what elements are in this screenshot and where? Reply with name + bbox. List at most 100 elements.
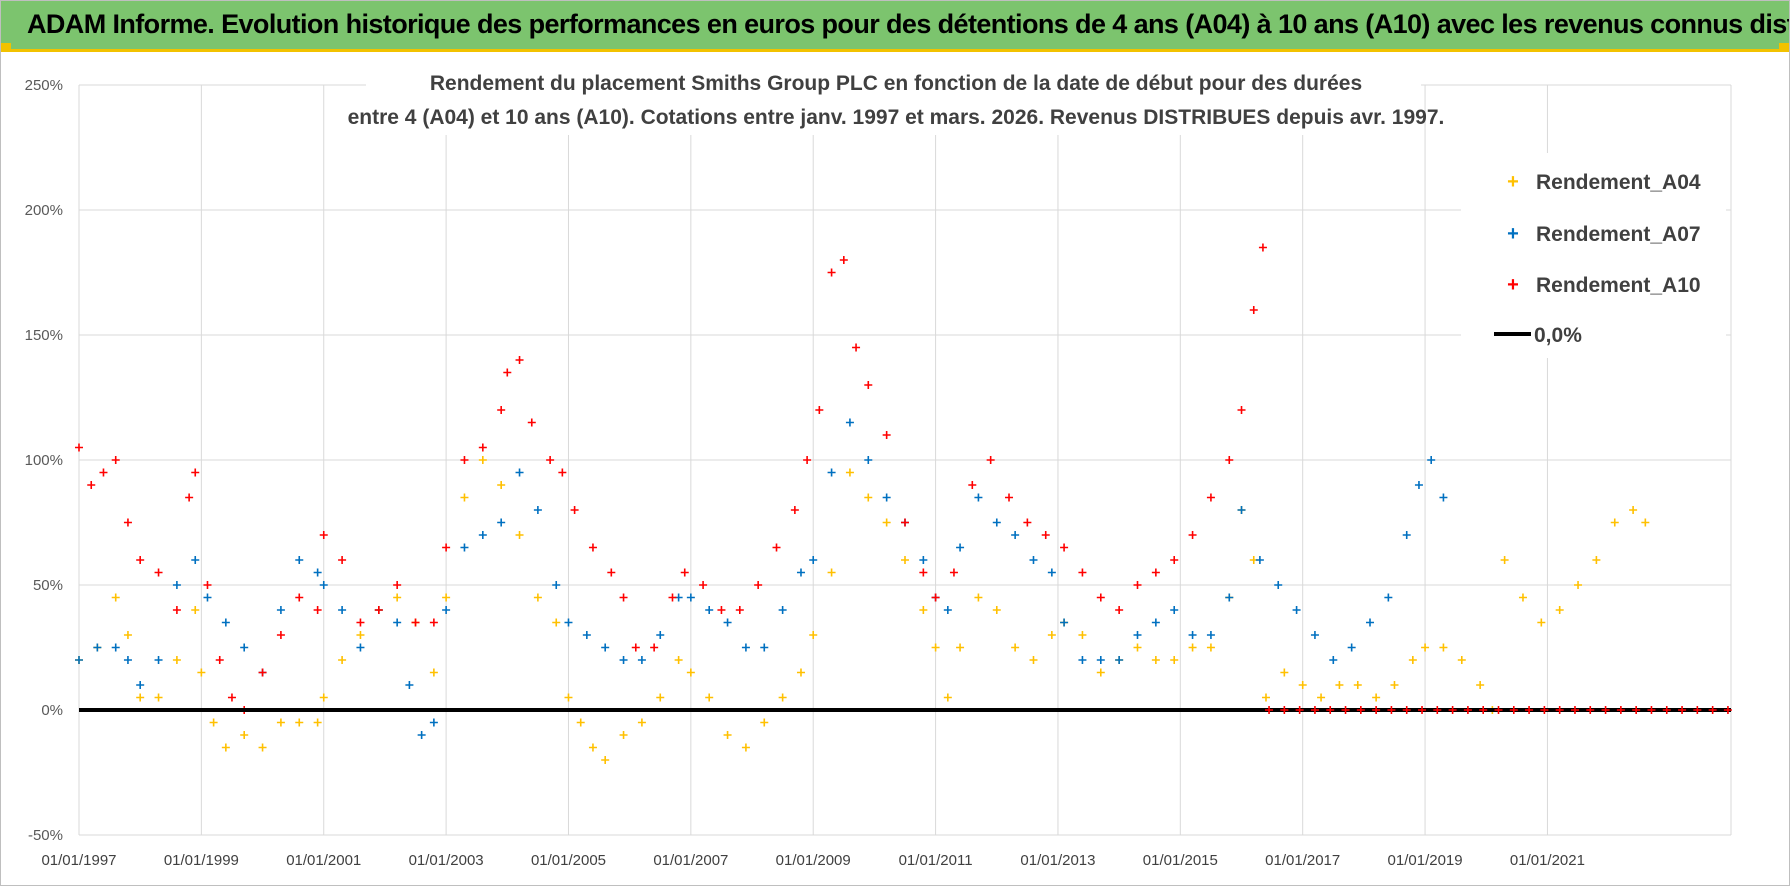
data-point bbox=[1188, 531, 1197, 539]
data-point bbox=[931, 593, 940, 602]
data-point bbox=[442, 593, 451, 602]
data-point bbox=[497, 406, 506, 414]
data-point bbox=[845, 418, 854, 427]
zero-data-point bbox=[1402, 706, 1411, 714]
data-point bbox=[136, 681, 145, 689]
data-point bbox=[497, 518, 506, 527]
zero-data-point bbox=[1280, 706, 1289, 714]
data-point bbox=[1096, 668, 1105, 677]
data-point bbox=[943, 606, 952, 614]
data-point bbox=[552, 618, 561, 627]
y-tick-label: 200% bbox=[25, 202, 63, 219]
data-point bbox=[827, 568, 836, 577]
data-point bbox=[723, 618, 732, 627]
zero-data-point bbox=[1525, 706, 1534, 714]
data-point bbox=[705, 693, 714, 702]
data-point bbox=[1029, 556, 1038, 564]
data-point bbox=[1280, 668, 1289, 677]
data-point bbox=[478, 443, 487, 452]
zero-data-point bbox=[1494, 706, 1503, 714]
x-tick-label: 01/01/2001 bbox=[286, 852, 361, 869]
data-point bbox=[221, 743, 230, 752]
data-point bbox=[760, 718, 769, 727]
data-point bbox=[1133, 631, 1142, 639]
data-point bbox=[356, 643, 365, 652]
data-point bbox=[943, 693, 952, 702]
data-point bbox=[576, 718, 585, 727]
data-point bbox=[1005, 493, 1014, 502]
data-point bbox=[185, 493, 194, 502]
zero-data-point bbox=[1433, 706, 1442, 714]
data-point bbox=[215, 656, 224, 664]
zero-data-point bbox=[1265, 706, 1274, 714]
data-point bbox=[154, 693, 163, 702]
data-point bbox=[515, 356, 524, 364]
zero-data-point bbox=[1295, 706, 1304, 714]
y-tick-label: -50% bbox=[28, 827, 63, 844]
data-point bbox=[735, 606, 744, 614]
data-point bbox=[588, 743, 597, 752]
data-point bbox=[754, 581, 763, 589]
data-point bbox=[864, 456, 873, 464]
zero-data-point bbox=[1632, 706, 1641, 714]
data-point bbox=[601, 643, 610, 652]
data-point bbox=[839, 256, 848, 264]
banner-title: ADAM Informe. Evolution historique des p… bbox=[27, 9, 1790, 39]
banner: ADAM Informe. Evolution historique des p… bbox=[1, 1, 1789, 52]
data-point bbox=[1151, 618, 1160, 627]
data-point bbox=[882, 431, 891, 439]
chart-title-line-1: Rendement du placement Smiths Group PLC … bbox=[430, 72, 1362, 95]
data-point bbox=[992, 518, 1001, 527]
zero-data-point bbox=[1341, 706, 1350, 714]
data-point bbox=[1023, 518, 1032, 527]
y-tick-label: 100% bbox=[25, 452, 63, 469]
data-point bbox=[1402, 531, 1411, 539]
data-point bbox=[1476, 681, 1485, 689]
data-point bbox=[1610, 518, 1619, 527]
data-point bbox=[209, 718, 218, 727]
data-point bbox=[956, 643, 965, 652]
data-point bbox=[705, 606, 714, 614]
data-point bbox=[1592, 556, 1601, 564]
data-point bbox=[901, 518, 909, 527]
data-point bbox=[276, 606, 285, 614]
data-point bbox=[319, 531, 328, 539]
data-point bbox=[1133, 643, 1142, 652]
data-point bbox=[601, 756, 610, 764]
data-point bbox=[1188, 643, 1197, 652]
data-point bbox=[919, 606, 928, 614]
data-point bbox=[1629, 506, 1638, 514]
data-point bbox=[1317, 693, 1326, 702]
data-point bbox=[203, 593, 212, 602]
zero-data-point bbox=[1540, 706, 1549, 714]
y-axis-ticks: -50% 0% 50% 100% 150% 200% 250% bbox=[25, 77, 63, 844]
series-Rendement_A04 bbox=[75, 456, 1650, 764]
data-point bbox=[258, 743, 267, 752]
data-point bbox=[1439, 493, 1448, 502]
data-points bbox=[75, 243, 1650, 764]
data-point bbox=[1047, 568, 1056, 577]
data-point bbox=[1372, 693, 1381, 702]
data-point bbox=[1261, 693, 1270, 702]
data-point bbox=[852, 343, 861, 352]
data-point bbox=[656, 631, 665, 639]
data-point bbox=[699, 581, 708, 589]
data-point bbox=[1457, 656, 1466, 664]
data-point bbox=[1335, 681, 1344, 689]
data-point bbox=[803, 456, 812, 464]
data-point bbox=[546, 456, 555, 464]
data-point bbox=[1310, 631, 1319, 639]
data-point bbox=[123, 631, 132, 639]
x-tick-label: 01/01/2015 bbox=[1143, 852, 1218, 869]
y-tick-label: 150% bbox=[25, 327, 63, 344]
data-point bbox=[1029, 656, 1038, 664]
data-point bbox=[295, 556, 304, 564]
data-point bbox=[172, 656, 181, 664]
data-point bbox=[203, 581, 212, 589]
data-point bbox=[796, 568, 805, 577]
data-point bbox=[619, 656, 628, 664]
data-point bbox=[588, 543, 597, 552]
legend-label-a07: Rendement_A07 bbox=[1536, 223, 1701, 246]
data-point bbox=[686, 593, 695, 602]
data-point bbox=[741, 643, 750, 652]
